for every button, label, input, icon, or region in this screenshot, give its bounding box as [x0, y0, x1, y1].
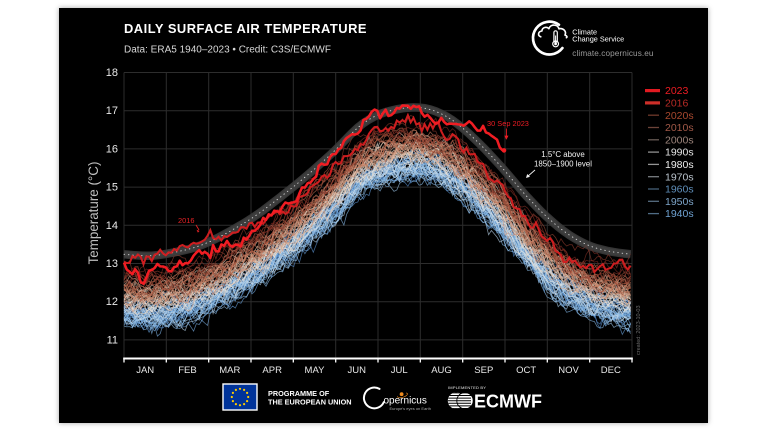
svg-text:14: 14: [106, 220, 118, 232]
svg-text:2020s: 2020s: [665, 110, 694, 122]
svg-text:2000s: 2000s: [665, 134, 694, 146]
svg-text:OCT: OCT: [516, 365, 536, 376]
svg-text:1950s: 1950s: [665, 196, 694, 208]
svg-text:17: 17: [106, 105, 118, 117]
svg-text:Temperature (°C): Temperature (°C): [86, 162, 101, 265]
svg-text:climate.copernicus.eu: climate.copernicus.eu: [572, 49, 654, 58]
svg-text:1850–1900 level: 1850–1900 level: [534, 160, 592, 169]
svg-text:FEB: FEB: [178, 365, 196, 376]
svg-text:15: 15: [106, 182, 118, 194]
svg-text:1980s: 1980s: [665, 159, 694, 171]
svg-text:opernicus: opernicus: [384, 396, 427, 407]
svg-text:1960s: 1960s: [665, 184, 694, 196]
svg-text:1970s: 1970s: [665, 171, 694, 183]
svg-text:SEP: SEP: [474, 365, 493, 376]
svg-text:NOV: NOV: [558, 365, 579, 376]
svg-text:ECMWF: ECMWF: [474, 392, 542, 412]
svg-text:AUG: AUG: [431, 365, 452, 376]
svg-text:1990s: 1990s: [665, 147, 694, 159]
svg-text:MAY: MAY: [305, 365, 326, 376]
svg-text:IMPLEMENTED BY: IMPLEMENTED BY: [448, 385, 486, 390]
svg-text:2010s: 2010s: [665, 122, 694, 134]
svg-text:Data: ERA5 1940–2023 • Credi: Data: ERA5 1940–2023 • Credit: C3S/ECMWF: [124, 45, 331, 56]
svg-text:1.5°C above: 1.5°C above: [541, 150, 585, 159]
svg-text:JAN: JAN: [136, 365, 154, 376]
svg-text:2023: 2023: [665, 85, 689, 97]
svg-text:13: 13: [106, 258, 118, 270]
svg-text:11: 11: [107, 334, 118, 346]
svg-text:created: 2023-10-03: created: 2023-10-03: [636, 305, 642, 355]
svg-text:16: 16: [106, 143, 118, 155]
svg-text:PROGRAMME OF: PROGRAMME OF: [268, 389, 330, 398]
svg-text:Europe's eyes on Earth: Europe's eyes on Earth: [390, 406, 431, 411]
svg-text:2016: 2016: [178, 216, 194, 225]
svg-text:APR: APR: [262, 365, 282, 376]
svg-text:THE EUROPEAN UNION: THE EUROPEAN UNION: [268, 398, 352, 407]
svg-text:DEC: DEC: [601, 365, 621, 376]
svg-text:Change Service: Change Service: [572, 34, 624, 43]
svg-text:MAR: MAR: [219, 365, 240, 376]
svg-text:DAILY SURFACE AIR TEMPERATURE: DAILY SURFACE AIR TEMPERATURE: [124, 21, 367, 36]
svg-text:JUN: JUN: [348, 365, 367, 376]
svg-text:12: 12: [106, 296, 118, 308]
svg-text:JUL: JUL: [391, 365, 408, 376]
svg-text:1940s: 1940s: [665, 208, 694, 220]
svg-text:30 Sep 2023: 30 Sep 2023: [487, 119, 529, 128]
svg-text:18: 18: [106, 67, 118, 79]
svg-text:Climate: Climate: [572, 28, 597, 37]
svg-text:2016: 2016: [665, 98, 689, 110]
